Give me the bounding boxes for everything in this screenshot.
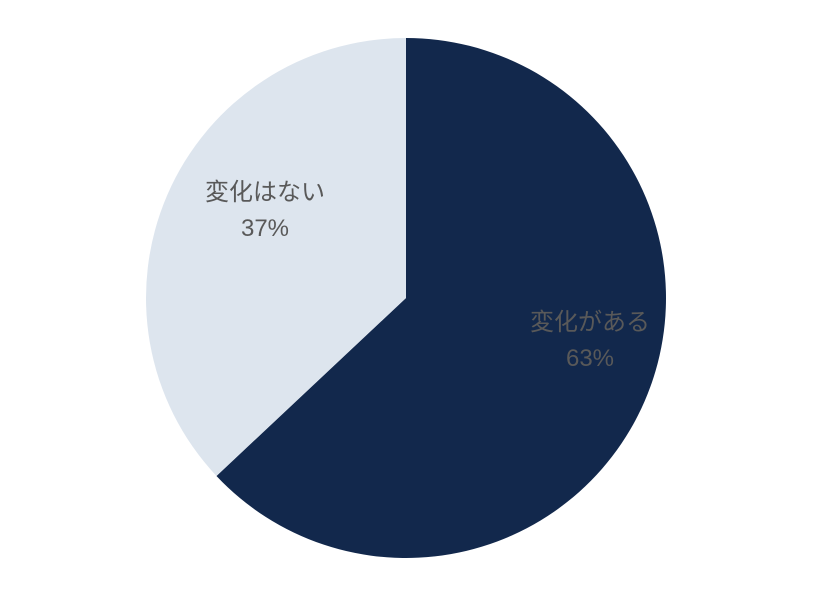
pie-svg — [0, 0, 840, 596]
slice-name: 変化がある — [530, 305, 650, 341]
slice-name: 変化はない — [205, 175, 325, 211]
pie-slice-label: 変化がある63% — [530, 305, 650, 377]
slice-percent: 37% — [205, 211, 325, 247]
slice-percent: 63% — [530, 341, 650, 377]
pie-slice-label: 変化はない37% — [205, 175, 325, 247]
pie-chart: 変化がある63% 変化はない37% — [0, 0, 840, 596]
